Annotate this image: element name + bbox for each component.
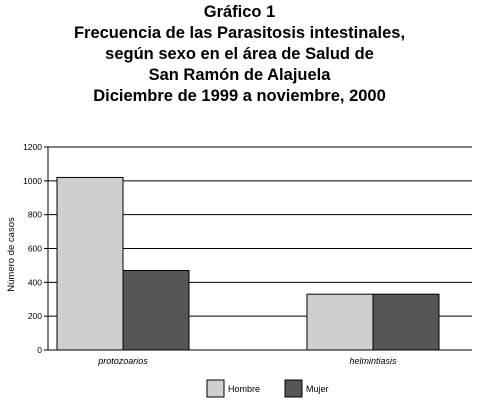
legend-label-hombre: Hombre bbox=[228, 384, 260, 394]
y-tick-label: 1200 bbox=[23, 142, 42, 152]
y-tick-label: 0 bbox=[37, 345, 42, 355]
y-tick-label: 600 bbox=[28, 244, 42, 254]
bars bbox=[56, 176, 440, 351]
bar-hombre-helmintiasis bbox=[306, 293, 374, 351]
x-category-label: helmintiasis bbox=[349, 356, 397, 366]
legend: Hombre Mujer bbox=[206, 379, 329, 398]
title-line-5: Diciembre de 1999 a noviembre, 2000 bbox=[93, 87, 386, 105]
axes bbox=[44, 146, 472, 351]
y-tick-label: 400 bbox=[28, 277, 42, 287]
legend-swatch-mujer bbox=[284, 379, 303, 398]
y-axis-title: Número de casos bbox=[6, 217, 17, 292]
y-tick-label: 800 bbox=[28, 210, 42, 220]
legend-label-mujer: Mujer bbox=[306, 384, 329, 394]
title-line-3: según sexo en el área de Salud de bbox=[105, 45, 374, 63]
bar-hombre-protozoarios bbox=[56, 176, 124, 351]
y-tick-label: 1000 bbox=[23, 176, 42, 186]
title-line-2: Frecuencia de las Parasitosis intestinal… bbox=[73, 24, 406, 42]
x-category-label: protozoarios bbox=[97, 356, 148, 366]
chart-title: Gráfico 1 Frecuencia de las Parasitosis … bbox=[0, 2, 479, 107]
labels: 0 200 400 600 800 1000 1200 Número de casos prot… bbox=[6, 142, 397, 366]
title-line-4: San Ramón de Alajuela bbox=[148, 66, 331, 84]
bar-mujer-protozoarios bbox=[122, 269, 190, 351]
bar-mujer-helmintiasis bbox=[372, 293, 440, 351]
legend-swatch-hombre bbox=[206, 379, 225, 398]
title-line-1: Gráfico 1 bbox=[203, 3, 276, 21]
y-tick-label: 200 bbox=[28, 311, 42, 321]
